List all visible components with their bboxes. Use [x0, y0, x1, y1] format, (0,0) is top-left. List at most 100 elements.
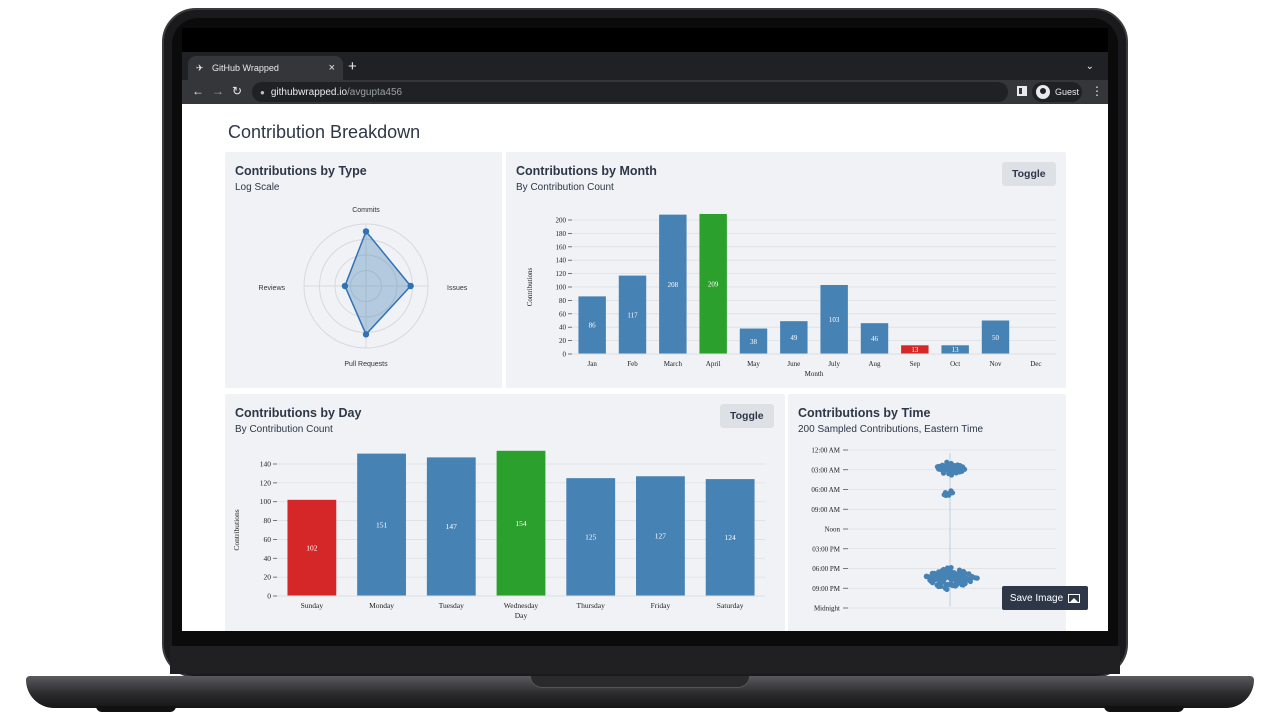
x-tick-label: Wednesday	[504, 601, 539, 610]
save-image-button[interactable]: Save Image	[1002, 586, 1088, 610]
tab-title: GitHub Wrapped	[212, 63, 279, 73]
bar-value-label: 208	[668, 281, 679, 289]
y-axis-label: Contributions	[232, 509, 241, 550]
radar-point	[341, 282, 349, 290]
y-tick-label: 09:00 PM	[812, 585, 841, 593]
lock-icon: ●	[260, 87, 265, 97]
bar	[739, 328, 768, 354]
swarm-point	[944, 461, 950, 467]
y-tick-label: 160	[556, 243, 567, 251]
radar-chart: Commits Issues Pull Requests Reviews	[259, 207, 468, 368]
day-bar-chart: 0 20 40 60 80 100 120 140 102 Sunday 151 Monday 147 T…	[232, 450, 765, 620]
bar	[496, 450, 546, 596]
card-title: Contributions by Type	[235, 164, 367, 178]
x-tick-label: Dec	[1030, 360, 1041, 368]
swarm-point	[948, 488, 954, 494]
x-tick-label: July	[828, 360, 840, 368]
profile-button[interactable]: Guest	[1032, 82, 1082, 102]
chevron-down-icon[interactable]: ⌄	[1085, 61, 1094, 72]
x-tick-label: Tuesday	[439, 601, 464, 610]
y-tick-label: 03:00 AM	[811, 466, 840, 474]
swarm-point	[948, 565, 954, 571]
close-tab-icon[interactable]: ×	[328, 62, 335, 74]
card-title: Contributions by Time	[798, 406, 931, 420]
back-arrow-icon[interactable]: ←	[192, 84, 204, 98]
url-input[interactable]: ● githubwrapped.io/avgupta456	[252, 82, 1008, 102]
more-menu-icon[interactable]: ⋮	[1091, 84, 1103, 98]
y-tick-label: 80	[264, 516, 272, 525]
y-tick-label: 40	[559, 324, 567, 332]
bar	[820, 284, 848, 354]
swarm-point	[959, 582, 965, 588]
y-tick-label: 06:00 PM	[812, 565, 841, 573]
profile-label: Guest	[1055, 87, 1080, 97]
window-top	[182, 28, 1108, 52]
x-tick-label: April	[706, 360, 721, 368]
forward-arrow-icon[interactable]: →	[212, 84, 224, 98]
x-tick-label: May	[747, 360, 760, 368]
bar-value-label: 209	[708, 280, 719, 288]
laptop-foot	[96, 706, 176, 712]
bar	[636, 476, 685, 596]
bar-value-label: 127	[655, 532, 667, 541]
bar	[860, 323, 889, 354]
laptop-chin	[170, 646, 1120, 674]
x-tick-label: Aug	[868, 360, 881, 368]
card-subtitle: 200 Sampled Contributions, Eastern Time	[798, 424, 984, 435]
x-tick-label: Nov	[989, 360, 1002, 368]
bar-value-label: 50	[992, 334, 1000, 342]
x-tick-label: Friday	[651, 601, 671, 610]
toggle-button-month[interactable]: Toggle	[1002, 162, 1056, 186]
swarm-point	[949, 466, 955, 472]
y-tick-label: 20	[559, 337, 567, 345]
swarm-point	[937, 573, 943, 579]
x-tick-label: Sep	[910, 360, 921, 368]
y-tick-label: 06:00 AM	[811, 486, 840, 494]
bar	[357, 453, 406, 596]
y-tick-label: 09:00 AM	[811, 506, 840, 514]
swarm-point	[931, 577, 937, 583]
bar-value-label: 38	[750, 338, 758, 346]
side-panel-icon[interactable]	[1017, 86, 1027, 96]
swarm-point	[963, 577, 969, 583]
bar	[659, 214, 687, 354]
x-tick-label: Sunday	[301, 601, 324, 610]
reload-icon[interactable]: ↻	[232, 84, 243, 98]
swarm-point	[957, 463, 963, 469]
browser-window: ✈ GitHub Wrapped × + ⌄ ← → ↻ ● githubwra…	[182, 28, 1108, 631]
toggle-button-day[interactable]: Toggle	[720, 404, 774, 428]
month-bar-chart: 0 20 40 60 80 100 120 140 160 180 200 86 Jan 117 Feb 20…	[526, 213, 1056, 378]
swarm-point	[935, 463, 942, 470]
bar	[618, 275, 647, 354]
tab-github-wrapped[interactable]: ✈ GitHub Wrapped ×	[188, 56, 343, 80]
card-contributions-by-type: Contributions by Type Log Scale Commits I…	[225, 152, 502, 388]
bar-value-label: 125	[585, 533, 597, 542]
swarm-point	[953, 575, 959, 581]
swarm-point	[949, 575, 955, 581]
y-axis-label: Contributions	[526, 267, 534, 306]
card-contributions-by-month: Contributions by Month By Contribution C…	[506, 152, 1066, 388]
x-tick-label: June	[787, 360, 800, 368]
y-tick-label: 180	[556, 230, 567, 238]
x-tick-label: Oct	[950, 360, 960, 368]
radar-label: Issues	[447, 285, 468, 292]
bar-value-label: 103	[829, 316, 840, 324]
y-tick-label: 0	[267, 592, 271, 601]
url-host: githubwrapped.io	[270, 86, 348, 98]
bar-value-label: 147	[446, 522, 458, 531]
bar-value-label: 117	[627, 311, 638, 319]
x-tick-label: Feb	[627, 360, 638, 368]
card-contributions-by-day: Contributions by Day By Contribution Cou…	[225, 394, 785, 631]
y-tick-label: 140	[260, 460, 272, 469]
radar-label: Commits	[352, 207, 380, 214]
y-tick-label: 0	[563, 351, 567, 359]
new-tab-button[interactable]: +	[348, 58, 357, 75]
laptop-foot	[1104, 706, 1184, 712]
bar	[426, 457, 476, 596]
time-swarm-chart: 12:00 AM 03:00 AM 06:00 AM 09:00 AM Noon 03:0…	[811, 447, 1056, 613]
y-tick-label: Noon	[824, 526, 840, 534]
bar	[901, 345, 929, 354]
radar-point	[362, 331, 370, 338]
bar-value-label: 102	[306, 543, 318, 552]
